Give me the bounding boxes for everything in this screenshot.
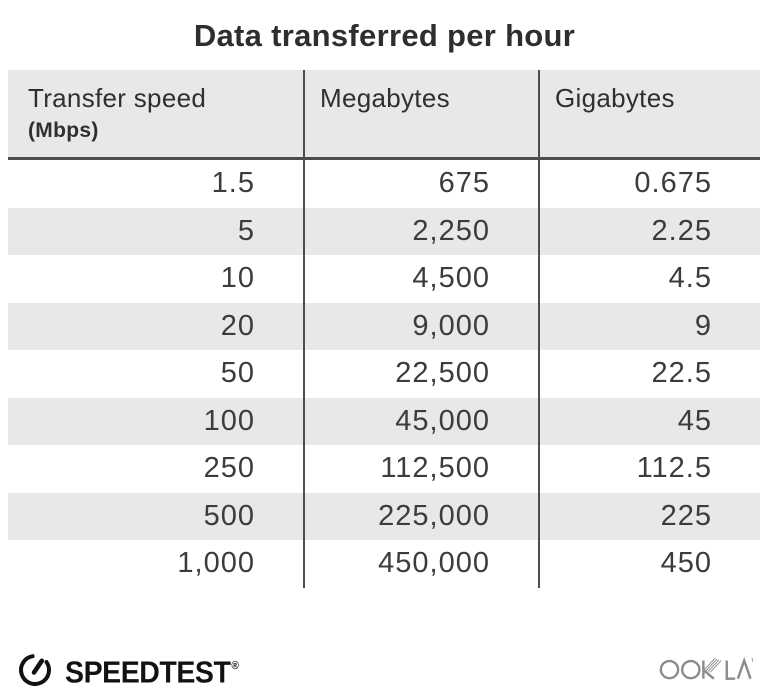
cell-gigabytes: 2.25 (538, 207, 760, 255)
cell-gigabytes: 9 (538, 302, 760, 350)
cell-gigabytes: 450 (538, 540, 760, 588)
data-table: Transfer speed (Mbps) Megabytes Gigabyte… (8, 70, 760, 588)
cell-transfer-speed: 500 (203, 499, 255, 532)
cell-gigabytes: 112.5 (538, 445, 760, 493)
cell-transfer-speed: 100 (203, 404, 255, 437)
table-row: 20 9,000 9 (8, 302, 760, 350)
cell-transfer-speed: 1,000 (177, 547, 255, 580)
cell-megabytes: 45,000 (303, 397, 538, 445)
page-title: Data transferred per hour (193, 18, 576, 53)
cell-megabytes: 4,500 (303, 255, 538, 303)
ookla-wordmark-icon (659, 656, 754, 680)
cell-megabytes: 112,500 (303, 445, 538, 493)
cell-gigabytes: 45 (538, 397, 760, 445)
table-row: 50 22,500 22.5 (8, 350, 760, 398)
cell-megabytes: 675 (303, 160, 538, 208)
cell-transfer-speed: 1.5 (211, 167, 255, 200)
cell-gigabytes: 225 (538, 492, 760, 540)
cell-gigabytes: 0.675 (538, 160, 760, 208)
cell-megabytes: 2,250 (303, 207, 538, 255)
ookla-logo: OOKLA (659, 652, 754, 688)
cell-gigabytes: 22.5 (538, 350, 760, 398)
table-row: 5 2,250 2.25 (8, 207, 760, 255)
table-row: 100 45,000 45 (8, 397, 760, 445)
table-row: 250 112,500 112.5 (8, 445, 760, 493)
speedtest-wordmark: SPEEDTEST® (65, 654, 239, 690)
column-header-transfer-speed: Transfer speed (Mbps) (8, 70, 303, 157)
cell-megabytes: 9,000 (303, 302, 538, 350)
cell-megabytes: 22,500 (303, 350, 538, 398)
speedtest-gauge-icon (19, 654, 51, 686)
speedtest-logo: SPEEDTEST® (15, 648, 252, 692)
cell-gigabytes: 4.5 (538, 255, 760, 303)
table-row: 1,000 450,000 450 (8, 540, 760, 588)
cell-transfer-speed: 10 (220, 262, 255, 295)
footer: SPEEDTEST® OOKLA (15, 646, 754, 694)
table-row: 10 4,500 4.5 (8, 255, 760, 303)
cell-transfer-speed: 20 (220, 309, 255, 342)
cell-transfer-speed: 50 (220, 357, 255, 390)
column-header-label: Transfer speed (28, 83, 207, 113)
column-header-unit: (Mbps) (28, 119, 99, 142)
column-header-gigabytes: Gigabytes (538, 70, 760, 157)
table-header-row: Transfer speed (Mbps) Megabytes Gigabyte… (8, 70, 760, 160)
table-row: 500 225,000 225 (8, 492, 760, 540)
registered-mark: ® (231, 659, 239, 672)
table-body: 1.5 675 0.675 5 2,250 2.25 10 4,500 4.5 20 9,000 9 5… (8, 160, 760, 588)
cell-transfer-speed: 250 (203, 452, 255, 485)
cell-transfer-speed: 5 (237, 214, 255, 247)
cell-megabytes: 450,000 (303, 540, 538, 588)
column-header-megabytes: Megabytes (303, 70, 538, 157)
table-row: 1.5 675 0.675 (8, 160, 760, 208)
cell-megabytes: 225,000 (303, 492, 538, 540)
